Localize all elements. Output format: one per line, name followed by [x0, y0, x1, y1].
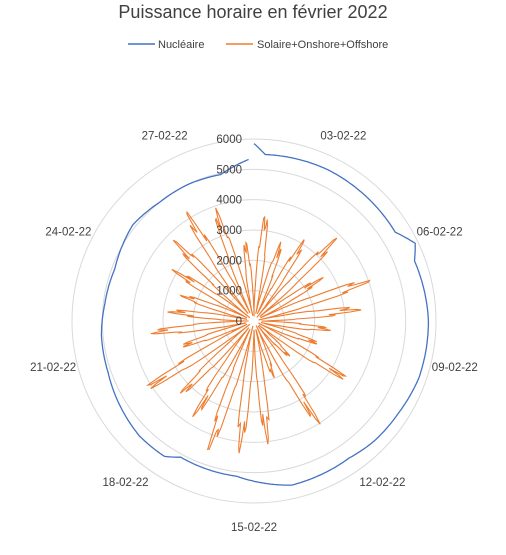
radial-tick-label: 2000 — [216, 255, 242, 267]
radar-grid — [71, 138, 437, 504]
radial-tick-label: 0 — [236, 316, 242, 328]
grid-ring — [132, 199, 376, 443]
grid-ring — [162, 229, 346, 413]
category-label: 18-02-22 — [103, 477, 149, 489]
category-label: 24-02-22 — [45, 227, 91, 239]
radial-tick-label: 6000 — [216, 134, 242, 146]
radial-tick-label: 1000 — [216, 286, 242, 298]
legend-label-nucleaire: Nucléaire — [158, 39, 204, 51]
grid-ring — [192, 259, 316, 383]
category-label: 15-02-22 — [231, 522, 277, 534]
category-label: 21-02-22 — [30, 362, 76, 374]
grid-ring — [71, 138, 437, 504]
radial-tick-label: 4000 — [216, 195, 242, 207]
series-line-nucleaire — [100, 143, 430, 486]
category-label: 03-02-22 — [320, 130, 366, 142]
category-label: 06-02-22 — [417, 227, 463, 239]
radial-tick-label: 5000 — [216, 164, 242, 176]
category-label: 09-02-22 — [432, 362, 478, 374]
radial-axis-ticks: 0 1000 2000 3000 4000 5000 6000 — [216, 134, 242, 328]
series-line-renouvelables — [145, 207, 371, 454]
category-label: 27-02-22 — [142, 130, 188, 142]
category-label: 12-02-22 — [359, 477, 405, 489]
grid-ring — [101, 168, 407, 474]
grid-ring — [223, 290, 285, 352]
legend-label-renouvelables: Solaire+Onshore+Offshore — [257, 39, 388, 51]
radar-series — [100, 143, 430, 486]
legend: Nucléaire Solaire+Onshore+Offshore — [128, 39, 388, 51]
chart-title: Puissance horaire en février 2022 — [118, 2, 387, 22]
category-labels: 27-02-22 03-02-22 06-02-22 09-02-22 12-02-22… — [30, 130, 478, 534]
radial-tick-label: 3000 — [216, 225, 242, 237]
